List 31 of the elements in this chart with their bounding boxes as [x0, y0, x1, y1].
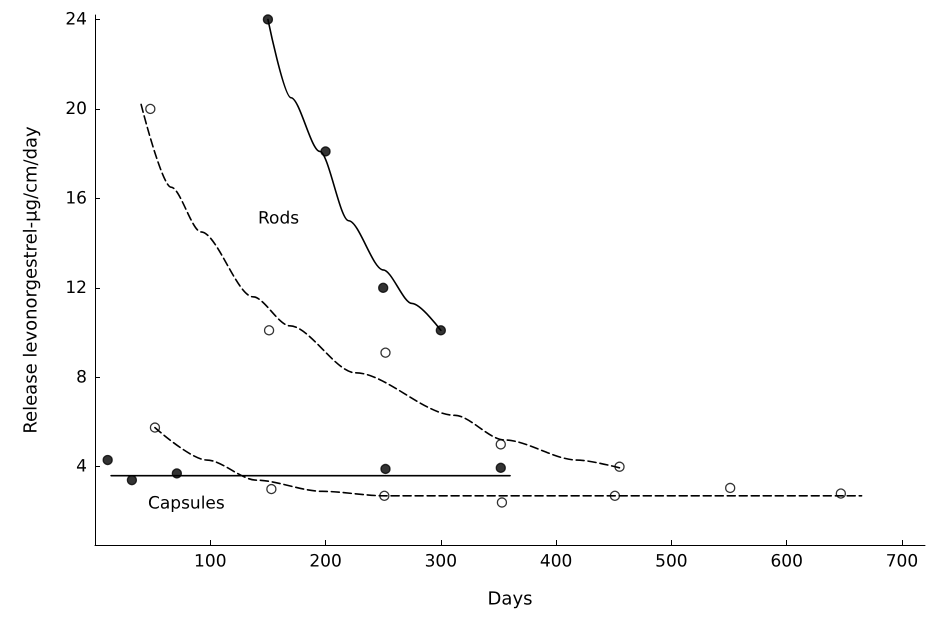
- x-tick-label: 700: [886, 552, 918, 572]
- point: [264, 325, 274, 336]
- x-tick-label: 600: [770, 552, 803, 572]
- y-tick-label: 12: [65, 278, 87, 298]
- point: [380, 348, 391, 358]
- x-tick-label: 400: [540, 552, 572, 572]
- y-tick-label: 24: [65, 9, 87, 30]
- x-tick-label: 300: [424, 552, 458, 572]
- x-tick-label: 100: [194, 552, 227, 572]
- point: [378, 282, 388, 293]
- point: [436, 325, 446, 336]
- x-tick-label: 500: [655, 552, 688, 572]
- point: [725, 482, 736, 494]
- point: [266, 484, 277, 494]
- y-tick-label: 20: [65, 98, 87, 119]
- x-axis-title: Days: [488, 588, 532, 610]
- point: [126, 475, 138, 486]
- point: [496, 497, 508, 508]
- point: [320, 146, 331, 157]
- annotation: Capsules: [148, 494, 225, 514]
- annotation: Rods: [258, 208, 300, 228]
- point: [496, 439, 506, 450]
- y-tick-label: 4: [76, 456, 87, 477]
- point: [102, 454, 113, 466]
- point: [496, 462, 506, 473]
- point: [380, 464, 391, 474]
- point: [145, 104, 156, 114]
- x-tick-label: 200: [309, 552, 342, 572]
- y-tick-label: 16: [65, 188, 87, 208]
- y-tick-label: 8: [76, 367, 87, 388]
- y-axis-title: Release levonorgestrel-μg/cm/day: [20, 126, 42, 434]
